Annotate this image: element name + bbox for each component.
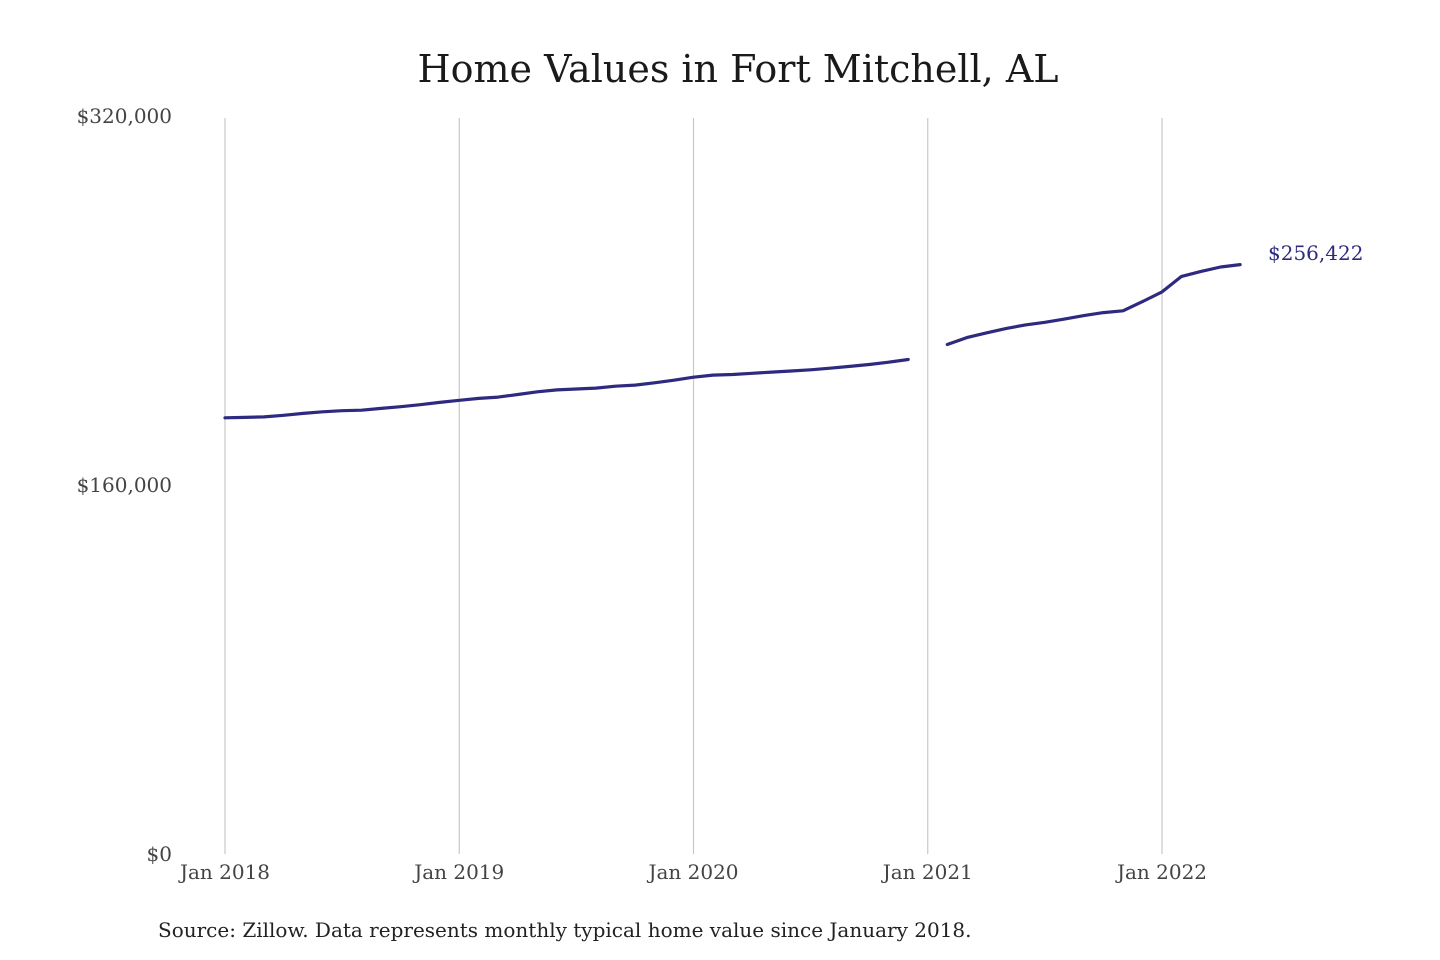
x-tick-label: Jan 2022 — [1115, 860, 1207, 884]
x-axis-tick-labels: Jan 2018 Jan 2019 Jan 2020 Jan 2021 Jan 2022 — [178, 860, 1207, 884]
end-value-label: $256,422 — [1268, 241, 1363, 265]
home-value-series — [223, 263, 1242, 420]
x-tick-label: Jan 2020 — [646, 860, 738, 884]
source-note: Source: Zillow. Data represents monthly … — [158, 918, 972, 942]
y-tick-label: $320,000 — [77, 104, 172, 128]
y-tick-label: $0 — [147, 842, 172, 866]
vertical-gridlines — [224, 118, 1163, 854]
y-axis-tick-labels: $320,000 $160,000 $0 — [77, 104, 172, 866]
y-tick-label: $160,000 — [77, 473, 172, 497]
chart-title: Home Values in Fort Mitchell, AL — [417, 47, 1058, 91]
x-tick-label: Jan 2019 — [412, 860, 504, 884]
x-tick-label: Jan 2018 — [178, 860, 270, 884]
series-line-segment-1 — [945, 263, 1242, 347]
x-tick-label: Jan 2021 — [881, 860, 973, 884]
series-line-segment-0 — [223, 357, 910, 420]
